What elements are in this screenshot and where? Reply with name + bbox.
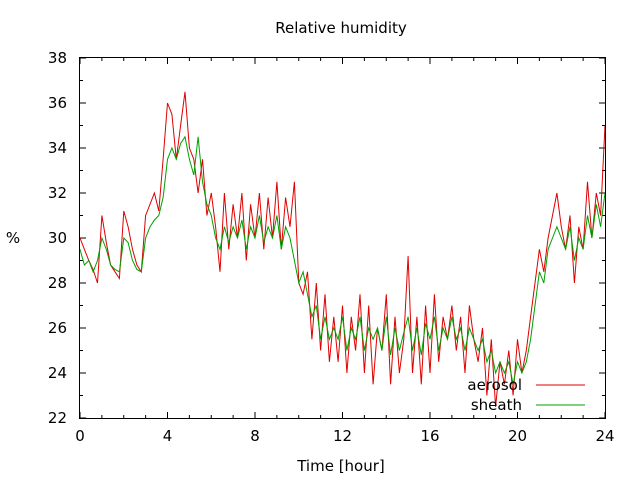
plot-frame	[79, 57, 606, 419]
y-tick-label: 32	[48, 184, 67, 202]
y-tick-label: 26	[48, 319, 67, 337]
y-tick-label: 24	[48, 364, 67, 382]
legend: aerosol sheath	[467, 376, 585, 414]
y-tick-label: 22	[48, 409, 67, 427]
y-tick-label: 34	[48, 139, 67, 157]
tick-marks	[79, 57, 606, 419]
y-tick-label: 30	[48, 229, 67, 247]
x-tick-label: 4	[163, 427, 173, 445]
x-tick-label: 12	[333, 427, 352, 445]
chart-title: Relative humidity	[275, 19, 407, 37]
x-tick-label: 20	[508, 427, 527, 445]
x-axis-label: Time [hour]	[296, 457, 385, 475]
series-line-aerosol	[79, 91, 606, 407]
y-axis-label: %	[6, 229, 20, 247]
y-tick-label: 38	[48, 49, 67, 67]
y-tick-labels: 22 24 26 28 30 32 34 36 38	[48, 49, 67, 427]
x-tick-label: 24	[595, 427, 614, 445]
x-tick-label: 16	[420, 427, 439, 445]
y-tick-label: 36	[48, 94, 67, 112]
x-tick-labels: 0 4 8 12 16 20 24	[75, 427, 614, 445]
x-tick-label: 8	[250, 427, 260, 445]
y-tick-label: 28	[48, 274, 67, 292]
legend-label-aerosol: aerosol	[467, 376, 522, 394]
series-line-sheath	[79, 135, 606, 385]
legend-label-sheath: sheath	[471, 396, 522, 414]
series-lines	[79, 91, 606, 407]
x-tick-label: 0	[75, 427, 85, 445]
